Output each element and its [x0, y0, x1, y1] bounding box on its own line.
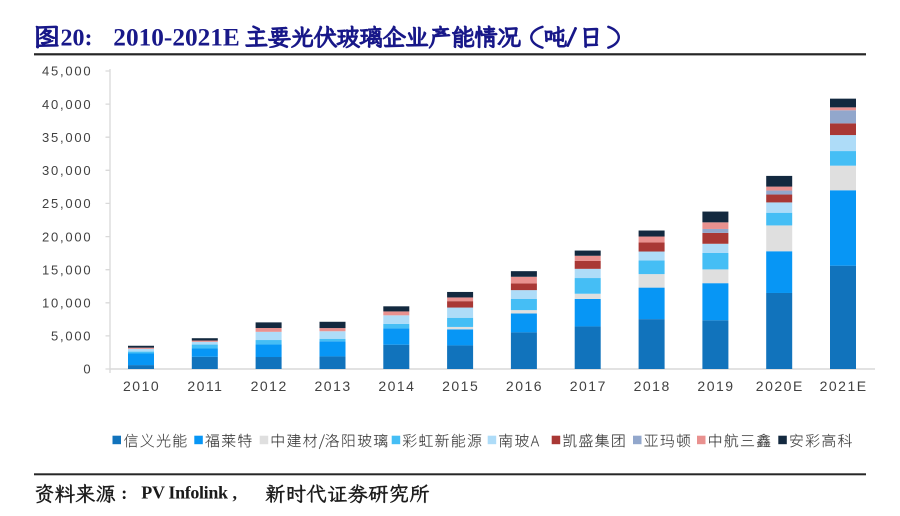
- svg-text:10,000: 10,000: [42, 296, 92, 311]
- svg-text:0: 0: [83, 362, 92, 377]
- svg-text:2010-2021E: 2010-2021E: [113, 24, 239, 52]
- svg-text:2016: 2016: [506, 378, 543, 394]
- svg-text:25,000: 25,000: [42, 196, 92, 211]
- svg-text:,: ,: [233, 483, 238, 503]
- svg-text:2012: 2012: [251, 378, 288, 394]
- svg-text:2019: 2019: [697, 378, 734, 394]
- svg-text:2015: 2015: [442, 378, 479, 394]
- svg-text:15,000: 15,000: [42, 262, 92, 277]
- svg-text:45,000: 45,000: [42, 64, 92, 79]
- svg-text:2011: 2011: [187, 378, 223, 394]
- svg-text:2018: 2018: [634, 378, 671, 394]
- svg-text:40,000: 40,000: [42, 97, 92, 112]
- svg-text:2014: 2014: [378, 378, 415, 394]
- svg-text:20,000: 20,000: [42, 229, 92, 244]
- svg-text:2020E: 2020E: [756, 378, 804, 394]
- svg-text:20:: 20:: [61, 26, 93, 52]
- svg-text:2021E: 2021E: [820, 378, 868, 394]
- svg-text:PV Infolink: PV Infolink: [141, 483, 228, 503]
- svg-text:30,000: 30,000: [42, 163, 92, 178]
- svg-text::: :: [121, 483, 127, 503]
- svg-text:5,000: 5,000: [51, 329, 92, 344]
- svg-text:2017: 2017: [570, 378, 607, 394]
- svg-text:2013: 2013: [315, 378, 352, 394]
- svg-text:35,000: 35,000: [42, 130, 92, 145]
- svg-text:2010: 2010: [123, 378, 160, 394]
